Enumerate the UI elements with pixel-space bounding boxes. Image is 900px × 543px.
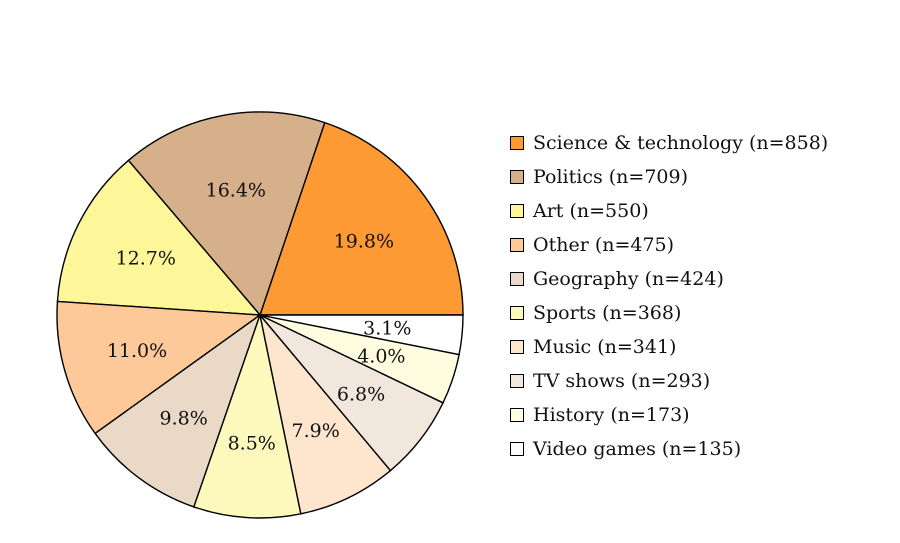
legend-swatch bbox=[510, 272, 524, 286]
legend-item: Video games (n=135) bbox=[510, 432, 828, 466]
legend: Science & technology (n=858) Politics (n=… bbox=[510, 126, 828, 466]
legend-label: Music (n=341) bbox=[533, 336, 677, 358]
legend-swatch bbox=[510, 442, 524, 456]
legend-label: Geography (n=424) bbox=[533, 268, 724, 290]
legend-item: Other (n=475) bbox=[510, 228, 828, 262]
pie-slice-geography bbox=[94, 313, 262, 508]
legend-label: Sports (n=368) bbox=[533, 302, 682, 324]
slice-percent-label: 7.9% bbox=[292, 420, 340, 442]
legend-item: Science & technology (n=858) bbox=[510, 126, 828, 160]
legend-swatch bbox=[510, 238, 524, 252]
slice-percent-label: 3.1% bbox=[363, 318, 411, 340]
slice-percent-label: 6.8% bbox=[337, 383, 385, 405]
slice-percent-label: 8.5% bbox=[228, 433, 276, 455]
slice-percent-label: 16.4% bbox=[206, 179, 266, 201]
legend-item: Art (n=550) bbox=[510, 194, 828, 228]
pie-slice-politics bbox=[127, 111, 326, 317]
legend-label: History (n=173) bbox=[533, 404, 690, 426]
legend-label: TV shows (n=293) bbox=[533, 370, 711, 392]
legend-swatch bbox=[510, 170, 524, 184]
legend-item: History (n=173) bbox=[510, 398, 828, 432]
slice-percent-label: 4.0% bbox=[357, 345, 405, 367]
pie-slice-video-games bbox=[259, 314, 464, 356]
pie-slice-science-technology bbox=[259, 121, 464, 316]
legend-label: Art (n=550) bbox=[533, 200, 649, 222]
legend-swatch bbox=[510, 204, 524, 218]
slice-percent-label: 9.8% bbox=[160, 408, 208, 430]
legend-item: Sports (n=368) bbox=[510, 296, 828, 330]
legend-swatch bbox=[510, 408, 524, 422]
slice-percent-label: 19.8% bbox=[334, 230, 394, 252]
legend-swatch bbox=[510, 374, 524, 388]
slice-percent-label: 12.7% bbox=[116, 248, 176, 270]
legend-label: Politics (n=709) bbox=[533, 166, 688, 188]
legend-swatch bbox=[510, 340, 524, 354]
legend-item: Music (n=341) bbox=[510, 330, 828, 364]
legend-label: Other (n=475) bbox=[533, 234, 675, 256]
slice-percent-label: 11.0% bbox=[107, 340, 167, 362]
legend-swatch bbox=[510, 136, 524, 150]
legend-item: Politics (n=709) bbox=[510, 160, 828, 194]
pie-slice-music bbox=[259, 314, 392, 515]
legend-item: Geography (n=424) bbox=[510, 262, 828, 296]
pie-slice-other bbox=[56, 300, 262, 435]
pie-slice-sports bbox=[192, 312, 302, 519]
legend-item: TV shows (n=293) bbox=[510, 364, 828, 398]
legend-label: Science & technology (n=858) bbox=[533, 132, 829, 154]
legend-label: Video games (n=135) bbox=[533, 438, 742, 460]
legend-swatch bbox=[510, 306, 524, 320]
pie-slice-art bbox=[56, 159, 262, 316]
